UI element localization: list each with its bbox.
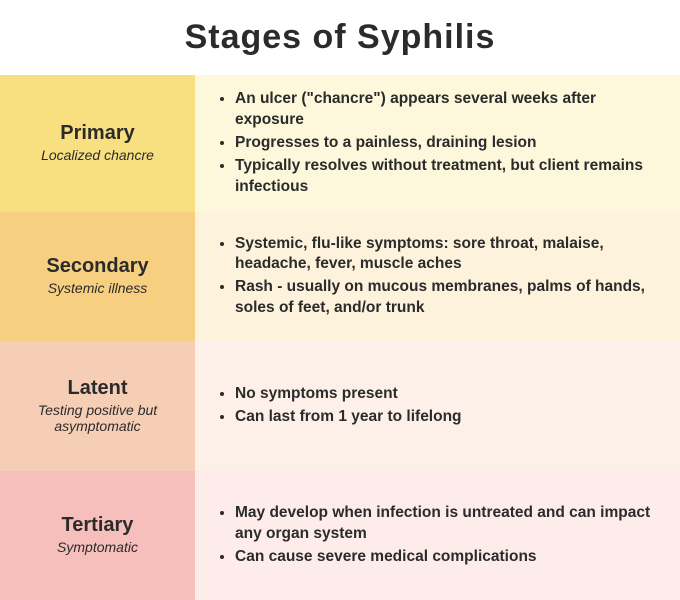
stage-bullet: An ulcer ("chancre") appears several wee…: [235, 89, 652, 131]
stage-row: Primary Localized chancre An ulcer ("chanc…: [0, 75, 680, 212]
stage-subtitle: Testing positive but asymptomatic: [10, 402, 185, 436]
stage-detail-cell: May develop when infection is untreated …: [195, 471, 680, 600]
stage-label-cell: Secondary Systemic illness: [0, 212, 195, 341]
page-title: Stages of Syphilis: [0, 0, 680, 75]
stage-bullet-list: An ulcer ("chancre") appears several wee…: [215, 87, 652, 200]
stage-bullet: Typically resolves without treatment, bu…: [235, 156, 652, 198]
stage-subtitle: Localized chancre: [41, 147, 154, 164]
stage-bullet: Can cause severe medical complications: [235, 547, 652, 568]
stage-bullet: Rash - usually on mucous membranes, palm…: [235, 277, 652, 319]
stage-name: Tertiary: [62, 514, 134, 537]
stage-detail-cell: No symptoms presentCan last from 1 year …: [195, 341, 680, 470]
stage-subtitle: Systemic illness: [48, 280, 148, 297]
stage-bullet: Systemic, flu-like symptoms: sore throat…: [235, 234, 652, 276]
stage-subtitle: Symptomatic: [57, 539, 138, 556]
stage-detail-cell: Systemic, flu-like symptoms: sore throat…: [195, 212, 680, 341]
stage-label-cell: Tertiary Symptomatic: [0, 471, 195, 600]
stage-detail-cell: An ulcer ("chancre") appears several wee…: [195, 75, 680, 212]
stage-bullet-list: No symptoms presentCan last from 1 year …: [215, 382, 462, 430]
stages-infographic: Stages of Syphilis Primary Localized chan…: [0, 0, 680, 600]
stage-row: Secondary Systemic illness Systemic, flu-l…: [0, 212, 680, 341]
stage-row: LatentTesting positive but asymptomatic N…: [0, 341, 680, 470]
stage-bullet-list: May develop when infection is untreated …: [215, 501, 652, 570]
stage-bullet: Can last from 1 year to lifelong: [235, 407, 462, 428]
stage-bullet-list: Systemic, flu-like symptoms: sore throat…: [215, 232, 652, 322]
stages-rows: Primary Localized chancre An ulcer ("chanc…: [0, 75, 680, 600]
stage-bullet: May develop when infection is untreated …: [235, 503, 652, 545]
stage-name: Latent: [68, 377, 128, 400]
stage-name: Secondary: [46, 255, 148, 278]
stage-name: Primary: [60, 122, 135, 145]
stage-label-cell: LatentTesting positive but asymptomatic: [0, 341, 195, 470]
stage-bullet: No symptoms present: [235, 384, 462, 405]
stage-bullet: Progresses to a painless, draining lesio…: [235, 133, 652, 154]
stage-label-cell: Primary Localized chancre: [0, 75, 195, 212]
stage-row: Tertiary Symptomatic May develop when infe…: [0, 471, 680, 600]
